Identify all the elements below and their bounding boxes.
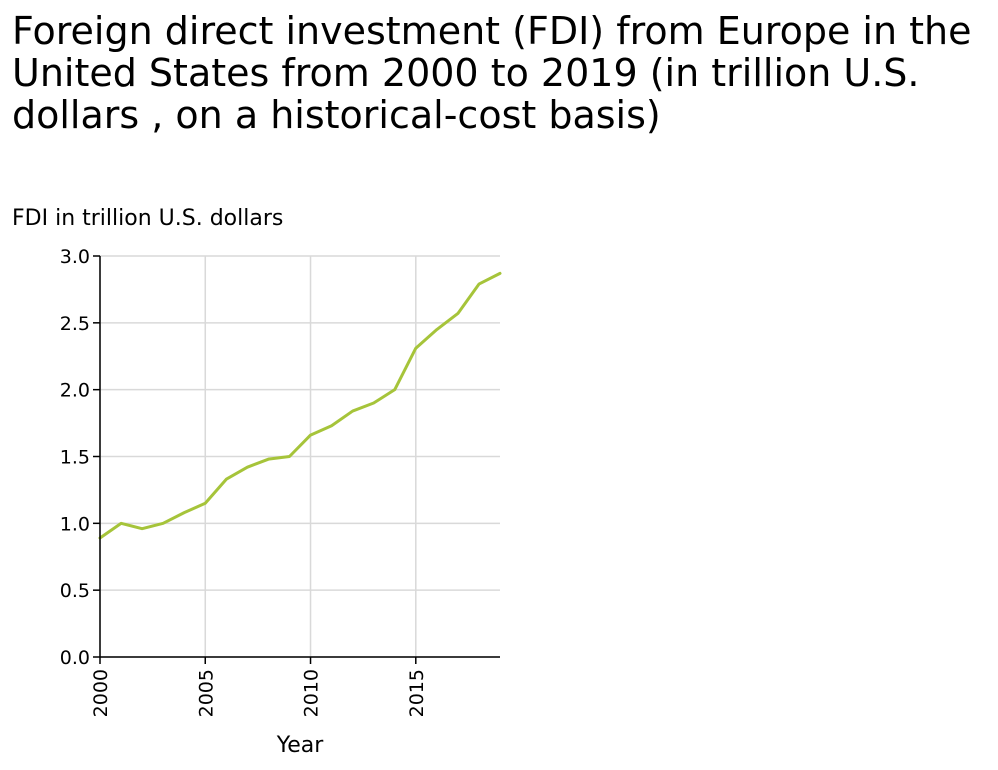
x-tick-label: 2000 — [90, 669, 112, 717]
y-tick-label: 0.5 — [60, 580, 90, 602]
y-tick-label: 1.0 — [60, 513, 90, 535]
series-layer — [98, 271, 502, 540]
series-line — [98, 271, 502, 540]
y-tick-label: 3.0 — [60, 246, 90, 268]
y-axis-label: FDI in trillion U.S. dollars — [12, 206, 284, 231]
chart-title: Foreign direct investment (FDI) from Eur… — [12, 9, 972, 137]
x-tick-label: 2005 — [195, 669, 217, 717]
y-tick-label: 2.5 — [60, 313, 90, 335]
y-tick-label: 1.5 — [60, 447, 90, 469]
x-axis-title: Year — [276, 733, 325, 758]
x-tick-label: 2010 — [301, 669, 323, 717]
axes — [93, 255, 500, 664]
y-tick-label: 2.0 — [60, 380, 90, 402]
x-tick-label: 2015 — [406, 669, 428, 717]
tick-labels: 0.0 0.5 1.0 1.5 2.0 2.5 3.0 2000 2005 2010 2015 — [60, 246, 428, 717]
y-tick-label: 0.0 — [60, 647, 90, 669]
grid-lines — [99, 255, 500, 658]
